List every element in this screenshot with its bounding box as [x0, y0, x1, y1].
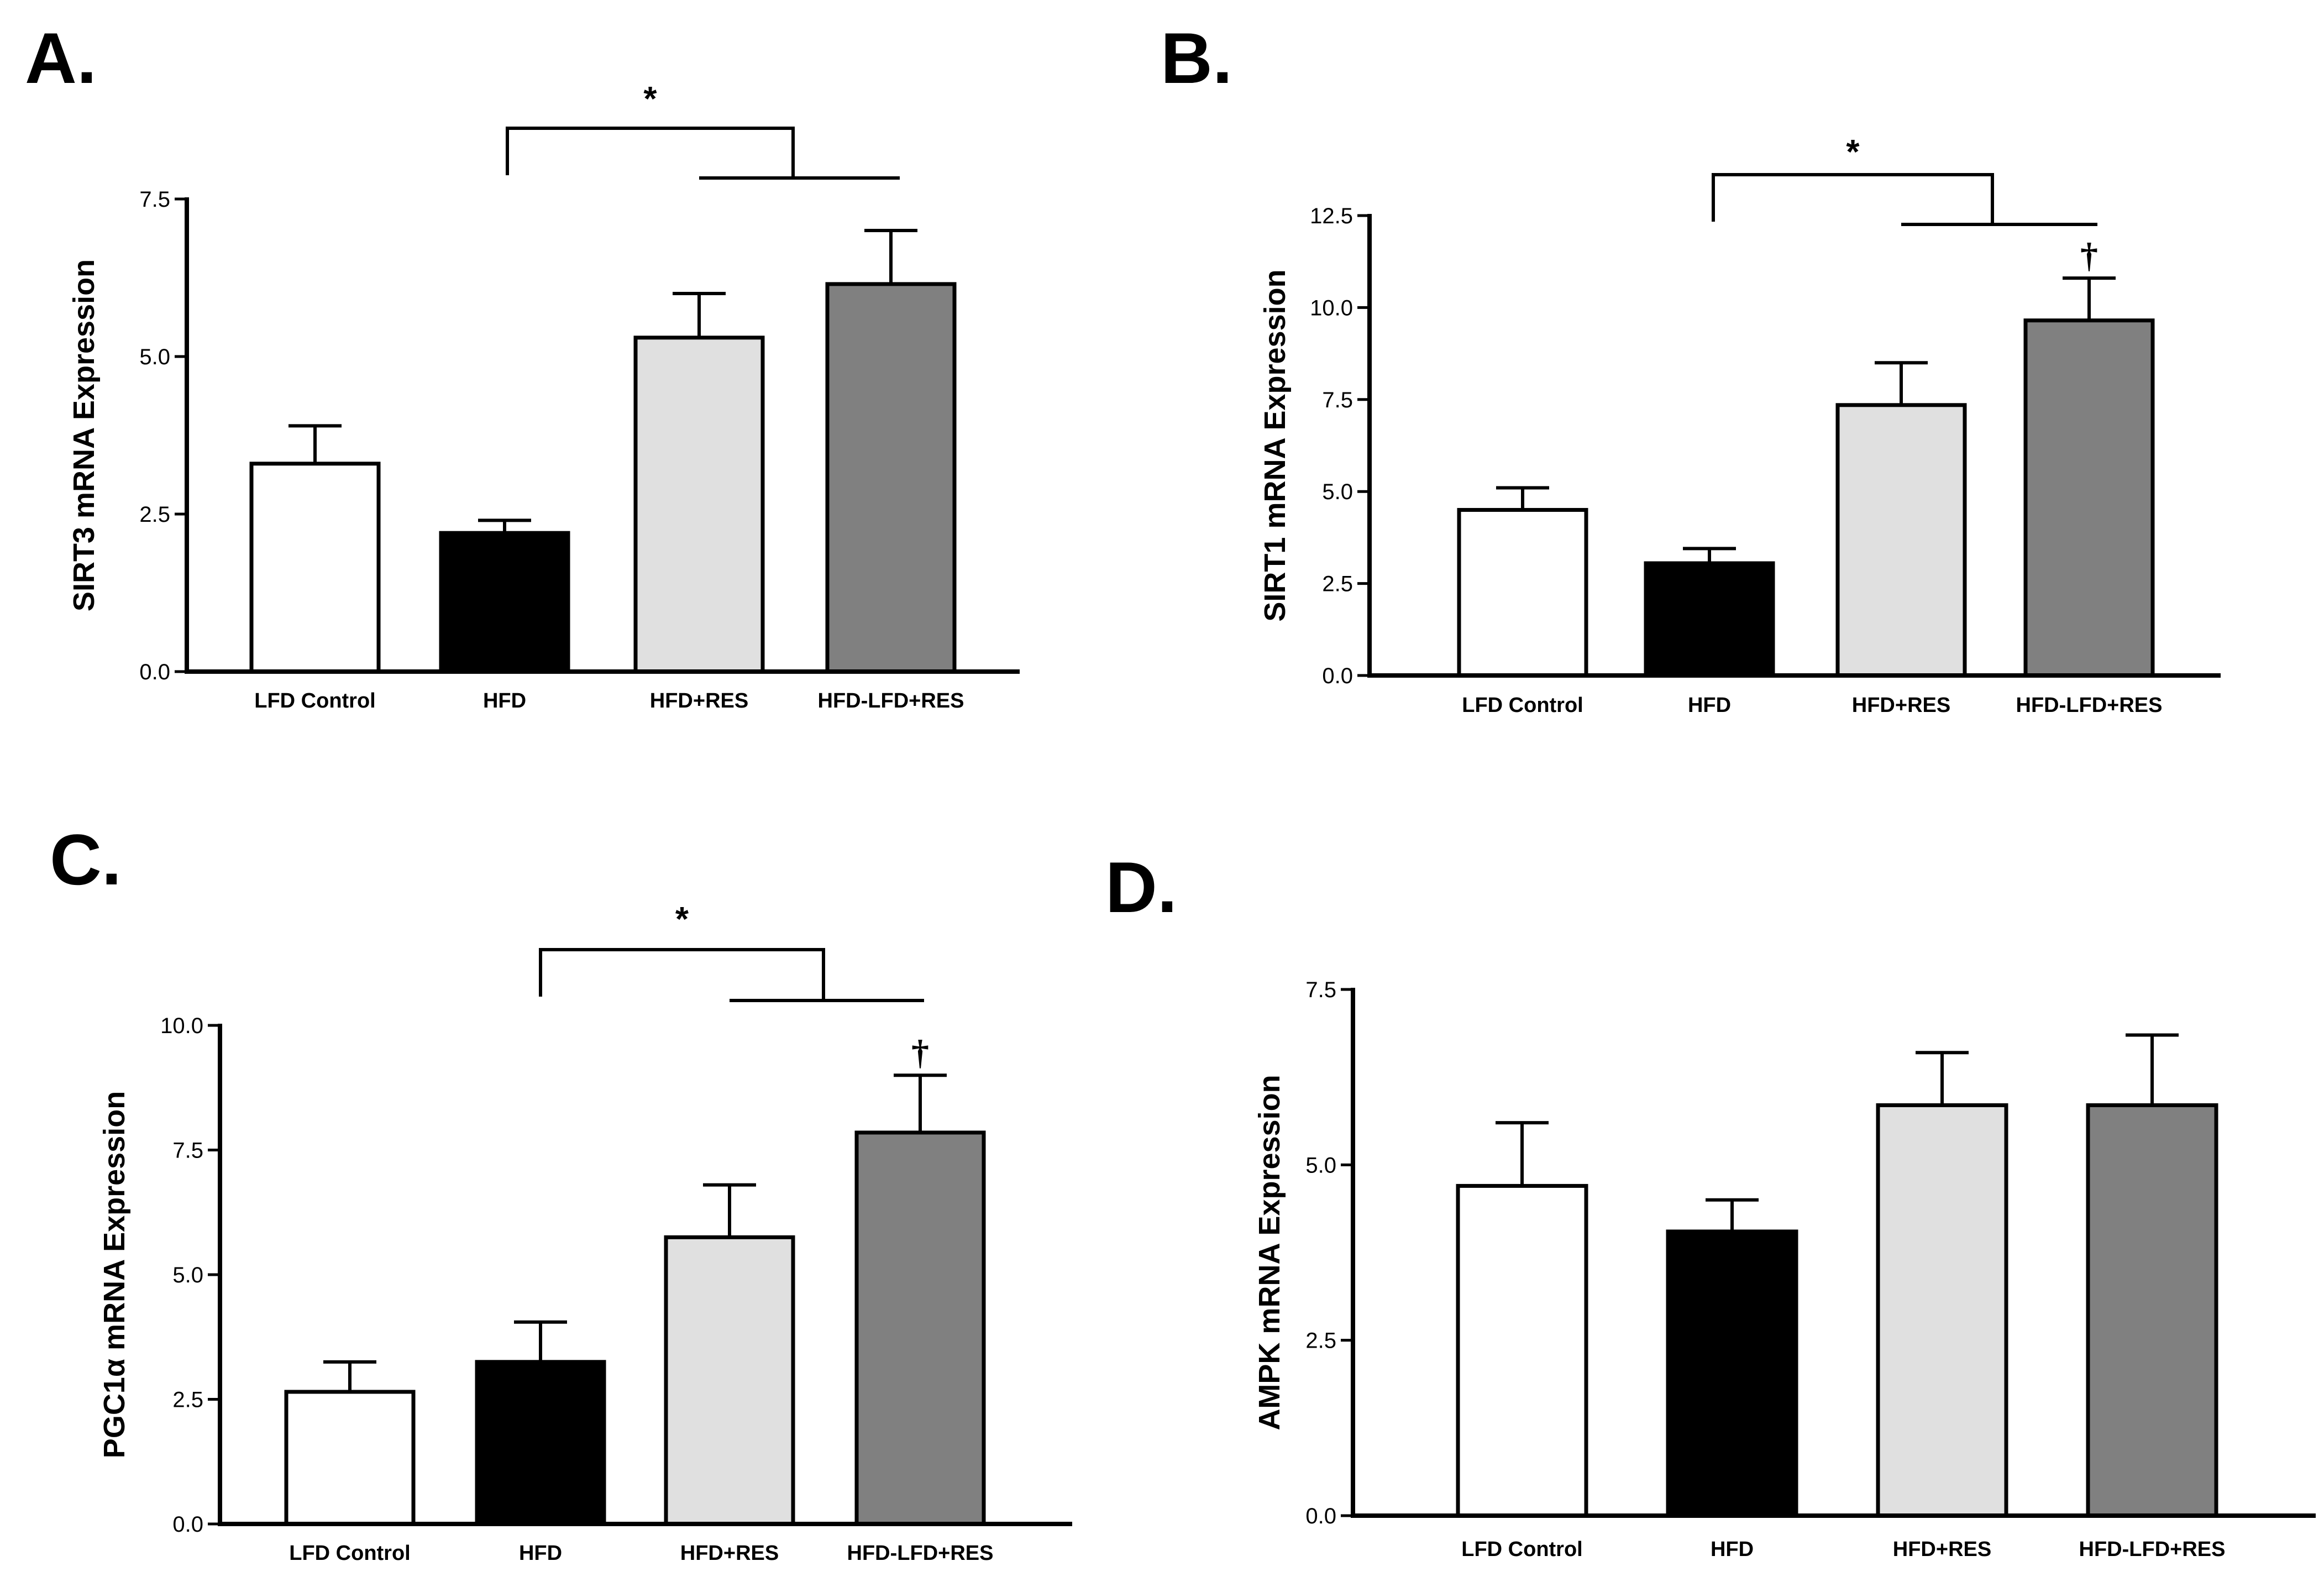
- y-axis-title: PGC1α mRNA Expression: [98, 1091, 131, 1458]
- y-axis-title: AMPK mRNA Expression: [1253, 1075, 1286, 1430]
- significance-bracket: [506, 127, 795, 178]
- bar-1: [1456, 1183, 1588, 1518]
- bar-4: [854, 1130, 986, 1526]
- y-tick-label-1: 0.0: [1305, 1504, 1336, 1528]
- y-tick-label-1: 0.0: [1322, 664, 1353, 688]
- bar-2: [1644, 561, 1775, 678]
- category-label-1: LFD Control: [1462, 694, 1583, 717]
- y-tick-label-3: 5.0: [1305, 1153, 1336, 1177]
- bar-3: [1835, 403, 1967, 678]
- bar-1: [284, 1390, 416, 1526]
- panel-label: A.: [25, 18, 97, 98]
- y-tick-label-3: 5.0: [172, 1263, 203, 1287]
- panel-label: D.: [1105, 847, 1177, 928]
- y-tick-label-3: 5.0: [1322, 480, 1353, 504]
- bar-4: [825, 282, 957, 674]
- y-tick-label-1: 0.0: [172, 1512, 203, 1537]
- bar-2: [475, 1360, 606, 1526]
- bar-2: [439, 531, 570, 674]
- y-tick-label-5: 10.0: [160, 1014, 203, 1038]
- category-label-1: LFD Control: [289, 1542, 411, 1565]
- category-label-4: HFD-LFD+RES: [2016, 694, 2163, 717]
- category-label-4: HFD-LFD+RES: [847, 1542, 994, 1565]
- y-tick-label-2: 2.5: [172, 1388, 203, 1412]
- chart-panel-3: C. PGC1α mRNA Expression LFD Control HFD HFD…: [50, 819, 1072, 1565]
- bar-1: [1457, 507, 1588, 678]
- y-tick-label-2: 2.5: [139, 502, 170, 527]
- significance-bracket: [539, 948, 825, 1000]
- bar-1: [249, 462, 381, 674]
- bar-4: [2086, 1103, 2218, 1518]
- y-tick-label-4: 7.5: [1322, 388, 1353, 412]
- bar-4: [2023, 318, 2155, 678]
- chart-panel-2: B. SIRT1 mRNA Expression LFD Control HFD HFD…: [1161, 18, 2221, 717]
- category-label-2: HFD: [483, 689, 526, 713]
- y-tick-label-4: 7.5: [172, 1139, 203, 1163]
- dagger-marker-1: †: [911, 1033, 929, 1072]
- bar-3: [664, 1235, 795, 1526]
- significance-star: *: [675, 900, 689, 939]
- y-tick-label-5: 10.0: [1310, 296, 1353, 320]
- panel-label: B.: [1161, 18, 1232, 98]
- category-label-4: HFD-LFD+RES: [818, 689, 964, 713]
- category-label-1: LFD Control: [254, 689, 376, 713]
- bar-2: [1666, 1229, 1798, 1518]
- y-tick-label-6: 12.5: [1310, 204, 1353, 228]
- y-tick-label-4: 7.5: [1305, 978, 1336, 1002]
- chart-panel-4: D. AMPK mRNA Expression LFD Control HFD HFD+…: [1105, 847, 2316, 1561]
- y-tick-label-1: 0.0: [139, 660, 170, 684]
- category-label-3: HFD+RES: [650, 689, 748, 713]
- panel-label: C.: [50, 819, 122, 900]
- category-label-2: HFD: [1688, 694, 1731, 717]
- dagger-marker-1: †: [2080, 235, 2098, 275]
- y-tick-label-2: 2.5: [1305, 1329, 1336, 1353]
- y-tick-label-4: 7.5: [139, 187, 170, 212]
- y-tick-label-2: 2.5: [1322, 572, 1353, 596]
- category-label-4: HFD-LFD+RES: [2079, 1538, 2226, 1561]
- y-axis-title: SIRT1 mRNA Expression: [1258, 269, 1292, 621]
- category-label-1: LFD Control: [1461, 1538, 1583, 1561]
- y-axis-title: SIRT3 mRNA Expression: [67, 259, 101, 611]
- category-label-3: HFD+RES: [1852, 694, 1950, 717]
- significance-star: *: [643, 80, 657, 118]
- significance-star: *: [1846, 133, 1860, 171]
- category-label-2: HFD: [519, 1542, 562, 1565]
- category-label-2: HFD: [1711, 1538, 1754, 1561]
- bar-3: [1876, 1103, 2008, 1518]
- bar-3: [633, 336, 765, 674]
- y-tick-label-3: 5.0: [139, 345, 170, 369]
- category-label-3: HFD+RES: [1893, 1538, 1991, 1561]
- category-label-3: HFD+RES: [680, 1542, 779, 1565]
- chart-panel-1: A. SIRT3 mRNA Expression LFD Control HFD HFD…: [25, 18, 1020, 713]
- significance-bracket: [1712, 173, 1994, 224]
